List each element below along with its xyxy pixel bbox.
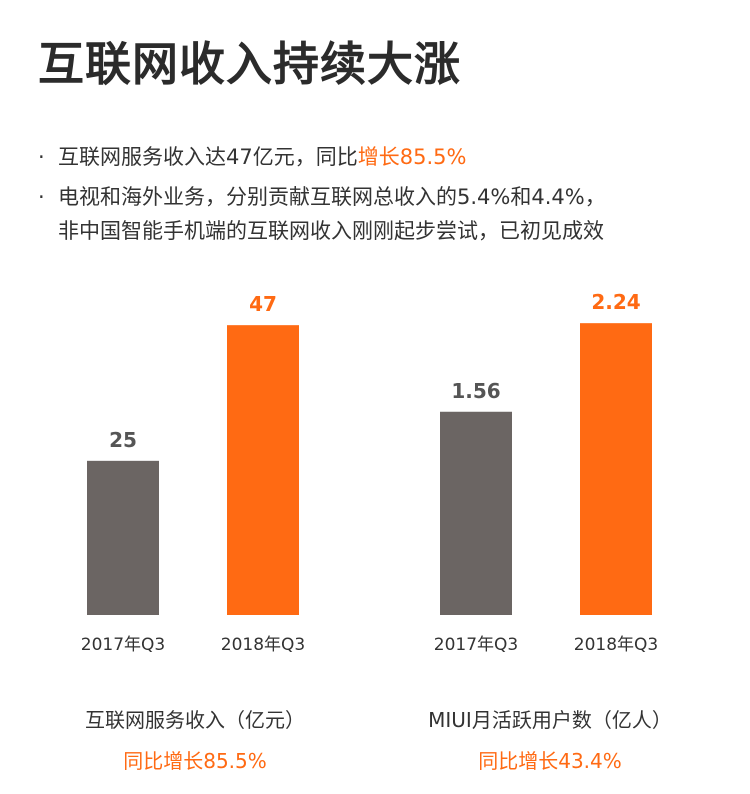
chart-1-tick-label-2: 2018年Q3: [221, 635, 305, 655]
chart-2-tick-label-1: 2017年Q3: [434, 635, 518, 655]
chart-1-caption: 互联网服务收入（亿元）: [85, 708, 305, 732]
bullet-item-2: · 电视和海外业务，分别贡献互联网总收入的5.4%和4.4%， 非中国智能手机端…: [38, 180, 738, 248]
chart-2-bar-1: [440, 411, 512, 615]
chart-2-caption: MIUI月活跃用户数（亿人）: [428, 708, 672, 732]
chart-2-value-label-2: 2.24: [591, 290, 640, 314]
chart-1-bar-1: [87, 460, 159, 615]
bullet-marker: ·: [38, 145, 45, 169]
chart-1-value-label-2: 47: [249, 292, 277, 316]
bullet-item-1: · 互联网服务收入达47亿元，同比增长85.5%: [38, 140, 738, 174]
chart-2-growth: 同比增长43.4%: [478, 749, 622, 773]
bullet-1-text: 互联网服务收入达47亿元，同比: [58, 145, 358, 169]
bullet-1-highlight: 增长85.5%: [357, 145, 467, 169]
bullet-2-line-1: 电视和海外业务，分别贡献互联网总收入的5.4%和4.4%，: [58, 185, 606, 209]
chart-2-tick-label-2: 2018年Q3: [574, 635, 658, 655]
bullet-list: · 互联网服务收入达47亿元，同比增长85.5% · 电视和海外业务，分别贡献互…: [38, 140, 738, 254]
bullet-2-line-2: 非中国智能手机端的互联网收入刚刚起步尝试，已初见成效: [58, 219, 604, 243]
bullet-marker: ·: [38, 185, 45, 209]
chart-1-tick-label-1: 2017年Q3: [81, 635, 165, 655]
chart-1-value-label-1: 25: [109, 428, 137, 452]
chart-2-bar-2: [580, 323, 652, 615]
page-title: 互联网收入持续大涨: [38, 37, 461, 91]
chart-2-value-label-1: 1.56: [451, 379, 500, 403]
chart-1-growth: 同比增长85.5%: [123, 749, 267, 773]
chart-1-bar-2: [227, 325, 299, 615]
